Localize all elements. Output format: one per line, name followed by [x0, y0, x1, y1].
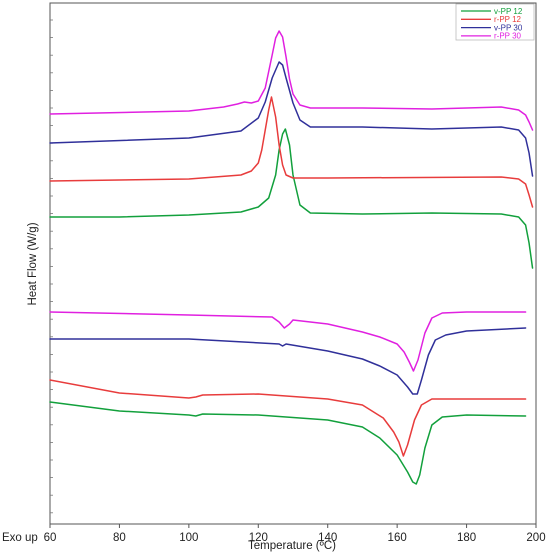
legend: v-PP 12r-PP 12v-PP 30r-PP 30 [455, 3, 535, 41]
series-line-v-pp-30-cooling [49, 61, 534, 177]
x-axis-ticks: 60 80 100 120 140 160 180 200 [44, 524, 546, 544]
series-line-r-pp-12-cooling [49, 96, 534, 208]
exo-up-annotation: Exo up [2, 532, 38, 544]
x-tick-label: 160 [388, 532, 407, 544]
y-axis-ticks [50, 19, 53, 514]
x-tick-label: 180 [457, 532, 476, 544]
series-layer [49, 30, 534, 485]
x-tick-label: 200 [526, 532, 545, 544]
x-tick-label: 80 [113, 532, 126, 544]
x-tick-label: 120 [249, 532, 268, 544]
series-line-r-pp-30-heating [49, 311, 527, 372]
series-line-v-pp-12-heating [49, 401, 527, 485]
series-line-v-pp-12-cooling [49, 128, 534, 269]
plot-area-frame [49, 2, 537, 525]
legend-label: r-PP 30 [494, 32, 522, 41]
series-line-v-pp-30-heating [49, 327, 527, 395]
x-tick-label: 140 [318, 532, 337, 544]
y-axis-title: Heat Flow (W/g) [27, 222, 39, 305]
series-line-r-pp-12-heating [49, 379, 527, 457]
legend-box [455, 3, 535, 41]
series-line-r-pp-30-cooling [49, 30, 534, 131]
legend-label: v-PP 30 [494, 23, 523, 32]
x-tick-label: 60 [44, 532, 57, 544]
x-axis-title: Temperature (ºC) [248, 540, 336, 552]
legend-label: v-PP 12 [494, 7, 523, 16]
legend-label: r-PP 12 [494, 15, 522, 24]
x-tick-label: 100 [179, 532, 198, 544]
